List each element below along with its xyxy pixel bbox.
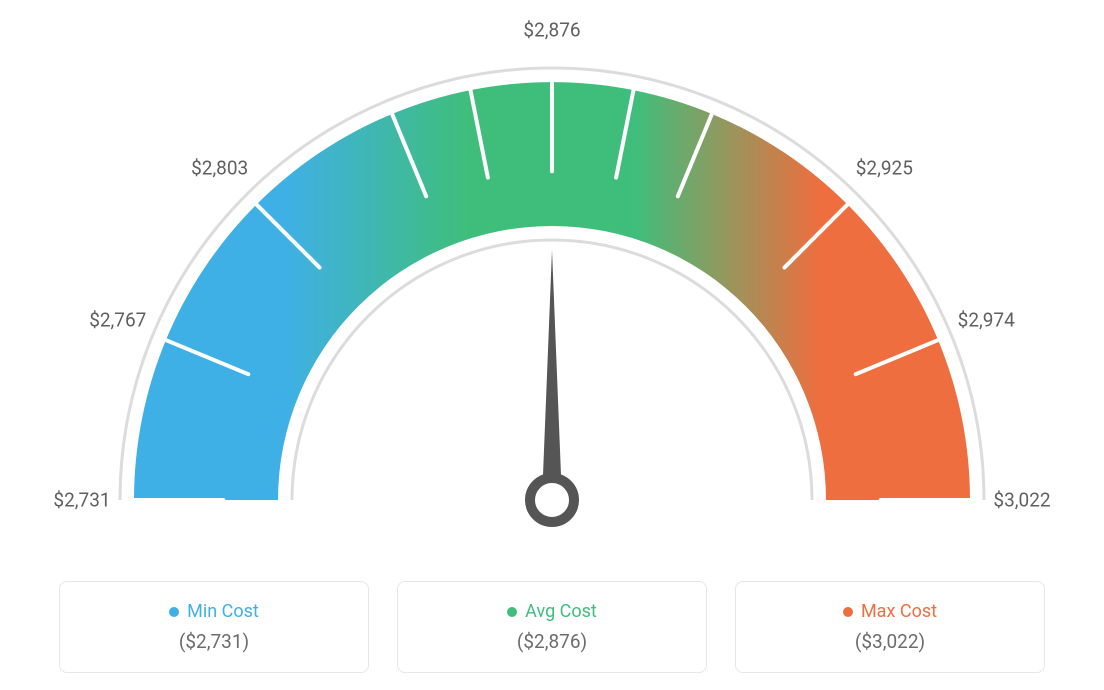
card-header: Max Cost xyxy=(843,601,937,622)
gauge-tick-label: $2,925 xyxy=(856,156,913,179)
card-label: Min Cost xyxy=(187,601,259,622)
gauge-svg xyxy=(0,0,1104,560)
card-value: ($2,731) xyxy=(179,630,249,653)
color-dot-icon xyxy=(507,607,517,617)
gauge-tick-label: $3,022 xyxy=(993,489,1050,512)
summary-card: Avg Cost ($2,876) xyxy=(397,581,707,673)
card-value: ($2,876) xyxy=(517,630,587,653)
gauge-tick-label: $2,767 xyxy=(89,309,146,332)
gauge-tick-label: $2,876 xyxy=(523,19,580,42)
card-header: Min Cost xyxy=(169,601,259,622)
gauge-chart: $2,731 $2,767 $2,803 $2,876 $2,925 $2,974 $3,0… xyxy=(0,0,1104,560)
color-dot-icon xyxy=(169,607,179,617)
card-label: Avg Cost xyxy=(525,601,597,622)
gauge-tick-label: $2,731 xyxy=(53,489,110,512)
summary-cards: Min Cost ($2,731) Avg Cost ($2,876) Max Cost… xyxy=(0,581,1104,673)
gauge-tick-label: $2,974 xyxy=(958,309,1015,332)
summary-card: Max Cost ($3,022) xyxy=(735,581,1045,673)
summary-card: Min Cost ($2,731) xyxy=(59,581,369,673)
color-dot-icon xyxy=(843,607,853,617)
card-label: Max Cost xyxy=(861,601,937,622)
card-header: Avg Cost xyxy=(507,601,597,622)
card-value: ($3,022) xyxy=(855,630,925,653)
gauge-tick-label: $2,803 xyxy=(191,156,248,179)
